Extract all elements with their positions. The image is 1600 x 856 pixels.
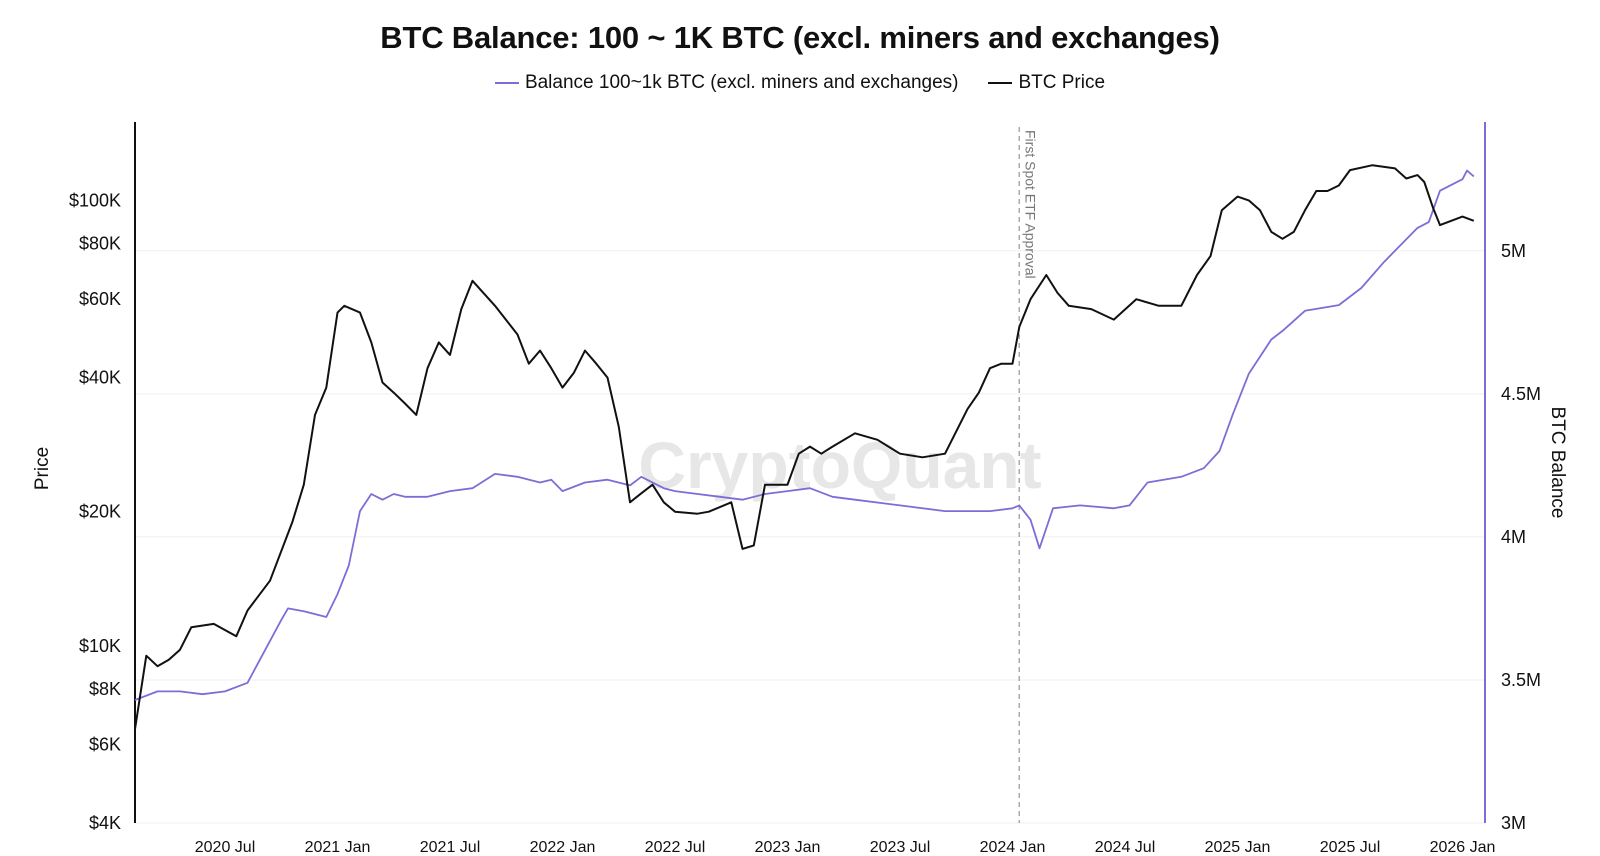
- legend-item-price[interactable]: BTC Price: [988, 72, 1105, 94]
- legend-swatch-price: [988, 82, 1013, 84]
- legend-label-price: BTC Price: [1018, 72, 1106, 93]
- y-left-tick-label: $4K: [89, 813, 121, 833]
- y-left-tick-label: $6K: [89, 735, 121, 755]
- x-tick-label: 2026 Jan: [1430, 839, 1496, 856]
- y-left-tick-label: $40K: [79, 368, 121, 388]
- y-left-tick-label: $80K: [79, 234, 121, 254]
- x-tick-label: 2023 Jan: [755, 839, 821, 856]
- legend-item-balance[interactable]: Balance 100~1k BTC (excl. miners and exc…: [494, 72, 959, 94]
- y-right-tick-label: 5M: [1501, 241, 1526, 261]
- y-right-tick-label: 3M: [1501, 813, 1526, 833]
- legend: Balance 100~1k BTC (excl. miners and exc…: [0, 72, 1600, 94]
- x-tick-label: 2025 Jan: [1205, 839, 1271, 856]
- y-left-axis-title: Price: [32, 447, 53, 490]
- x-tick-label: 2024 Jul: [1095, 839, 1156, 856]
- y-right-tick-label: 4.5M: [1501, 384, 1541, 404]
- balance-series-line: [134, 169, 1475, 701]
- y-left-tick-label: $60K: [79, 289, 121, 309]
- x-tick-label: 2021 Jul: [420, 839, 481, 856]
- watermark: CryptoQuant: [638, 428, 1041, 502]
- x-tick-label: 2025 Jul: [1320, 839, 1381, 856]
- y-right-tick-label: 3.5M: [1501, 670, 1541, 690]
- x-tick-label: 2022 Jan: [530, 839, 596, 856]
- x-tick-label: 2021 Jan: [305, 839, 371, 856]
- y-right-axis-title: BTC Balance: [1547, 407, 1568, 519]
- x-tick-label: 2023 Jul: [870, 839, 931, 856]
- chart-title: BTC Balance: 100 ~ 1K BTC (excl. miners …: [380, 20, 1220, 55]
- y-left-tick-label: $100K: [69, 190, 121, 210]
- x-tick-label: 2024 Jan: [980, 839, 1046, 856]
- x-tick-label: 2022 Jul: [645, 839, 706, 856]
- x-tick-label: 2020 Jul: [195, 839, 256, 856]
- price-series-line: [134, 164, 1475, 730]
- y-right-tick-label: 4M: [1501, 527, 1526, 547]
- etf-approval-label: First Spot ETF Approval: [1022, 130, 1038, 279]
- legend-label-balance: Balance 100~1k BTC (excl. miners and exc…: [524, 72, 959, 93]
- y-left-tick-label: $10K: [79, 636, 121, 656]
- y-left-tick-label: $20K: [79, 502, 121, 522]
- y-left-tick-label: $8K: [89, 679, 121, 699]
- legend-swatch-balance: [494, 82, 519, 84]
